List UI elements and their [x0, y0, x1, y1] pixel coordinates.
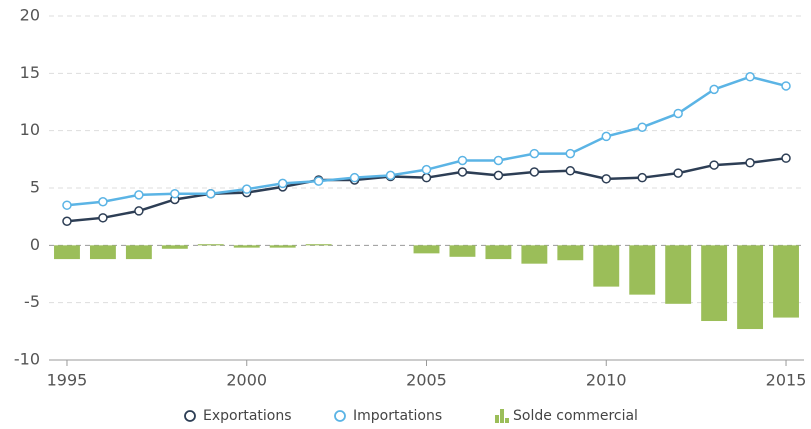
marker: [134, 190, 144, 200]
bar: [269, 245, 296, 248]
bar: [54, 245, 80, 260]
marker: [673, 168, 683, 178]
y-tick-label: 10: [20, 120, 40, 139]
marker: [385, 170, 396, 181]
marker: [98, 197, 108, 207]
legend-icon: [505, 418, 509, 423]
bar: [161, 245, 188, 249]
legend-icon: [495, 415, 499, 423]
marker: [206, 188, 216, 199]
x-tick-label: 1995: [47, 371, 88, 390]
bar: [125, 245, 152, 260]
y-tick-label: 20: [20, 6, 40, 25]
bar: [89, 245, 116, 260]
bar: [665, 245, 692, 304]
y-tick-label: 0: [30, 235, 40, 254]
y-tick-label: -5: [24, 292, 40, 311]
bar: [197, 244, 224, 246]
y-tick-label: 15: [20, 63, 40, 82]
marker: [781, 153, 791, 163]
marker: [709, 160, 719, 170]
bar: [449, 245, 476, 257]
marker: [529, 167, 540, 177]
legend-icon: [184, 410, 196, 422]
bar: [701, 245, 728, 322]
marker: [349, 172, 360, 183]
marker: [637, 172, 647, 183]
bar: [737, 245, 764, 330]
marker: [277, 178, 288, 189]
marker: [781, 81, 791, 91]
bar: [773, 245, 799, 318]
marker: [493, 170, 504, 181]
marker: [170, 188, 180, 199]
marker: [565, 166, 576, 176]
bar: [521, 245, 548, 264]
marker: [62, 200, 72, 210]
marker: [601, 131, 612, 142]
bar: [593, 245, 620, 287]
y-tick-label: 5: [30, 178, 40, 197]
legend: Exportations Importations Solde commercial: [184, 408, 638, 424]
marker: [637, 122, 647, 132]
legend-label: Exportations: [203, 408, 292, 424]
marker: [745, 158, 755, 168]
marker: [709, 84, 719, 95]
bar: [557, 245, 584, 261]
marker: [673, 108, 683, 119]
x-tick-label: 2010: [586, 371, 627, 390]
marker: [134, 206, 144, 216]
marker: [565, 148, 576, 159]
marker: [98, 213, 108, 223]
marker: [745, 72, 755, 82]
bar: [629, 245, 656, 295]
marker: [313, 176, 324, 186]
marker: [241, 184, 252, 194]
x-tick-label: 2005: [406, 371, 447, 390]
y-tick-label: -10: [14, 350, 40, 369]
line: [66, 75, 787, 207]
x-tick-label: 2015: [766, 371, 807, 390]
marker: [421, 164, 432, 175]
marker: [457, 167, 468, 177]
legend-label: Solde commercial: [513, 408, 638, 424]
legend-icon: [500, 409, 504, 423]
bar: [485, 245, 512, 260]
marker: [529, 148, 540, 159]
x-tick-label: 2000: [226, 371, 267, 390]
legend-icon: [334, 410, 346, 422]
legend-label: Importations: [353, 408, 442, 424]
marker: [601, 174, 612, 184]
bar: [233, 245, 260, 248]
marker: [493, 155, 504, 166]
bar: [413, 245, 440, 254]
marker: [421, 172, 432, 183]
marker: [62, 216, 72, 227]
marker: [457, 155, 468, 166]
bar: [305, 244, 332, 246]
